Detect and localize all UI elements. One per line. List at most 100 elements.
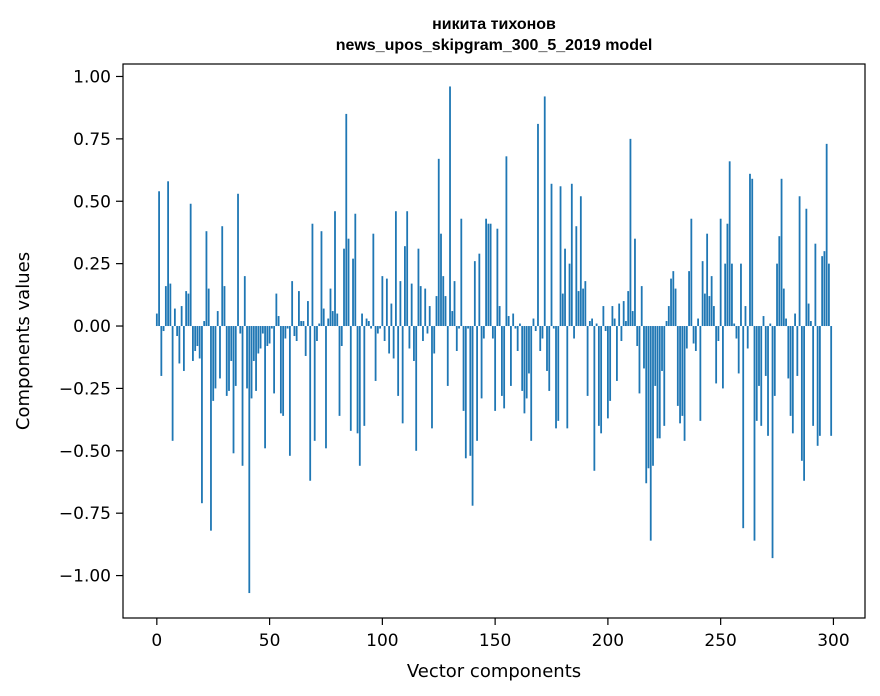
y-tick-label: −0.75 bbox=[59, 504, 111, 524]
bar bbox=[408, 326, 411, 349]
bars-group bbox=[155, 86, 833, 594]
bar bbox=[534, 326, 537, 332]
bar bbox=[372, 233, 375, 327]
bar bbox=[381, 276, 384, 327]
bar bbox=[180, 306, 183, 327]
plot-frame bbox=[122, 63, 866, 619]
bar bbox=[616, 326, 618, 381]
bar bbox=[176, 326, 179, 337]
bar bbox=[234, 326, 237, 386]
bar bbox=[173, 308, 176, 327]
bar bbox=[223, 286, 226, 327]
bar bbox=[674, 288, 677, 327]
bar bbox=[597, 326, 600, 426]
y-tick-label: 0.75 bbox=[73, 130, 111, 150]
bar bbox=[568, 263, 571, 327]
bar bbox=[516, 326, 519, 351]
bar bbox=[284, 326, 287, 339]
bar bbox=[428, 306, 431, 327]
bar bbox=[288, 326, 291, 456]
bar bbox=[219, 326, 221, 379]
x-axis-ticks: 0 50 100 150 200 250 300 bbox=[151, 618, 850, 651]
bar bbox=[476, 326, 478, 441]
bar bbox=[171, 326, 174, 441]
bar bbox=[690, 218, 693, 327]
bar bbox=[821, 256, 824, 327]
bar bbox=[311, 223, 314, 327]
bar bbox=[582, 288, 584, 327]
bar bbox=[537, 123, 539, 327]
bar bbox=[681, 326, 684, 416]
bar bbox=[676, 326, 679, 406]
bar bbox=[349, 326, 352, 431]
bar bbox=[485, 218, 487, 327]
bar bbox=[812, 326, 815, 426]
bar bbox=[291, 281, 294, 327]
bar bbox=[514, 326, 517, 329]
bar bbox=[742, 326, 745, 529]
bar bbox=[573, 326, 575, 339]
bar bbox=[654, 326, 657, 386]
bar bbox=[584, 281, 587, 327]
bar bbox=[760, 326, 763, 426]
bar bbox=[385, 278, 388, 327]
bar bbox=[363, 326, 366, 426]
bar bbox=[252, 326, 255, 361]
bar bbox=[625, 321, 627, 327]
bar bbox=[458, 326, 460, 329]
bar bbox=[796, 326, 799, 376]
x-tick-label: 250 bbox=[704, 631, 736, 651]
bar bbox=[591, 318, 593, 327]
x-tick-label: 100 bbox=[366, 631, 398, 651]
bar bbox=[487, 223, 490, 327]
bar bbox=[629, 138, 632, 327]
bar bbox=[185, 291, 188, 327]
bar bbox=[577, 291, 580, 327]
bar bbox=[762, 316, 765, 327]
bar bbox=[268, 326, 271, 344]
bar bbox=[422, 326, 424, 341]
bar bbox=[322, 308, 325, 327]
bar bbox=[685, 326, 688, 349]
bar bbox=[198, 326, 201, 359]
bar bbox=[665, 321, 668, 327]
bar bbox=[313, 326, 316, 441]
bar bbox=[178, 326, 181, 364]
bar bbox=[453, 281, 456, 327]
bar bbox=[708, 296, 711, 327]
chart-title-line-1: никита тихонов bbox=[432, 16, 556, 33]
bar bbox=[440, 233, 442, 327]
bar bbox=[394, 211, 397, 327]
bar bbox=[771, 326, 774, 559]
bar bbox=[257, 326, 260, 354]
bar bbox=[390, 303, 393, 327]
bar bbox=[782, 288, 785, 327]
bar bbox=[498, 306, 501, 327]
bar bbox=[167, 181, 169, 327]
bar bbox=[719, 218, 722, 327]
bar bbox=[221, 226, 224, 327]
bar bbox=[710, 276, 713, 327]
bar bbox=[701, 261, 704, 327]
bar bbox=[722, 326, 724, 389]
bar bbox=[825, 143, 828, 327]
bar bbox=[528, 326, 530, 374]
bar bbox=[164, 286, 167, 327]
bar bbox=[507, 316, 510, 327]
bar bbox=[406, 211, 409, 327]
bar bbox=[455, 326, 458, 351]
bar bbox=[552, 326, 555, 329]
bar bbox=[417, 248, 420, 327]
bar bbox=[546, 326, 548, 371]
bar bbox=[478, 253, 481, 327]
bar bbox=[539, 326, 542, 351]
bar bbox=[609, 326, 612, 401]
bar bbox=[329, 288, 332, 327]
bar bbox=[606, 326, 609, 419]
bar bbox=[638, 326, 641, 394]
bar bbox=[239, 326, 242, 334]
bar bbox=[419, 286, 422, 327]
bar bbox=[343, 248, 345, 327]
bar bbox=[618, 303, 621, 327]
